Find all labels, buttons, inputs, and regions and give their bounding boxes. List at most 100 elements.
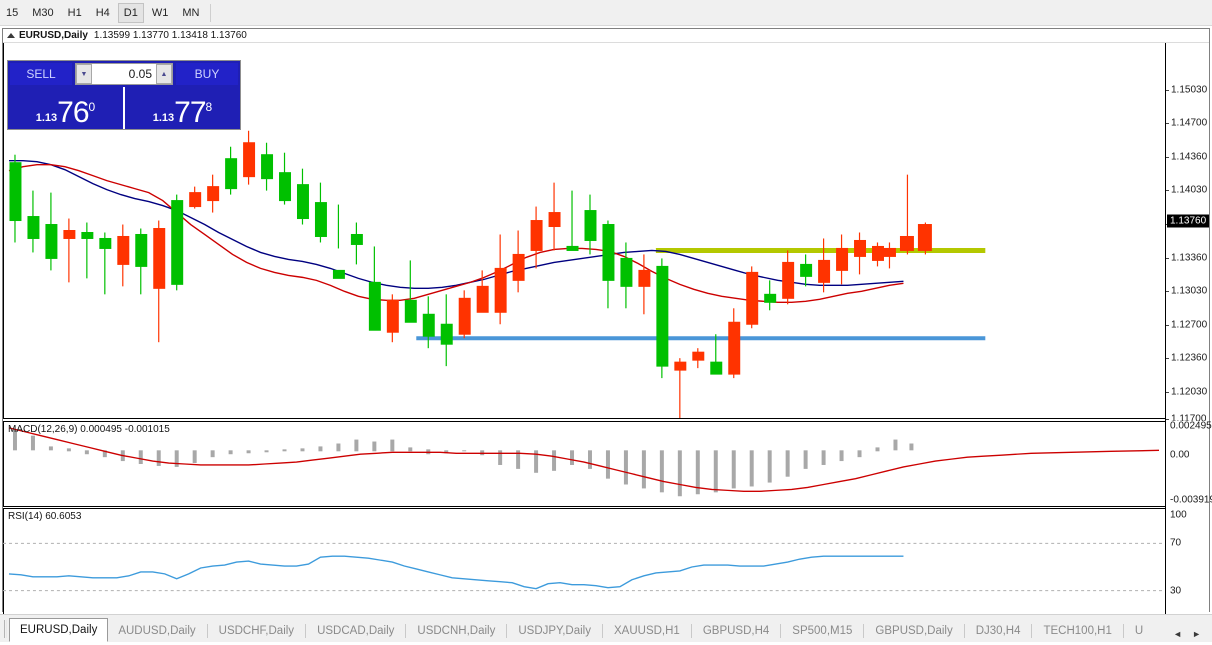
macd-pane[interactable]: MACD(12,26,9) 0.000495 -0.001015	[3, 421, 1165, 507]
candle	[899, 174, 914, 255]
price-label-10: 1.12030	[1171, 386, 1208, 398]
tab-tech100-h1[interactable]: TECH100,H1	[1043, 625, 1112, 637]
candle	[548, 182, 561, 251]
rsi-pane-border	[3, 509, 1165, 625]
price-label-6: 1.13360	[1171, 252, 1208, 264]
candle	[99, 232, 112, 295]
candle	[602, 220, 615, 309]
tab-sp500-m15[interactable]: SP500,M15	[792, 625, 853, 637]
candle	[225, 146, 238, 195]
chart-tab-bar: EURUSD,Daily AUDUSD,Daily USDCHF,Daily U…	[0, 614, 1212, 642]
rsi-pane[interactable]: RSI(14) 60.6053	[3, 508, 1165, 626]
tab-usdcnh-daily[interactable]: USDCNH,Daily	[417, 625, 496, 637]
candle	[710, 334, 723, 375]
candle	[440, 294, 453, 367]
tab-usdjpy-daily[interactable]: USDJPY,Daily	[518, 625, 591, 637]
tab-scroll-right-icon[interactable]: ►	[1192, 629, 1201, 639]
toolbar-separator	[210, 3, 212, 22]
chart-canvas-window[interactable]: EURUSD,Daily 1.13599 1.13770 1.13418 1.1…	[2, 28, 1212, 645]
volume-field[interactable]: ▼ 0.05 ▲	[75, 63, 173, 85]
tab-divider	[1031, 624, 1033, 638]
sell-price[interactable]: 1.13 76 0	[8, 87, 123, 129]
tab-xauusd-h1[interactable]: XAUUSD,H1	[614, 625, 680, 637]
candle	[872, 242, 884, 267]
timeframe-button-m30[interactable]: M30	[32, 6, 54, 19]
timeframe-button-w1[interactable]: W1	[151, 6, 169, 19]
candle	[818, 238, 831, 293]
buy-button[interactable]: BUY	[176, 63, 238, 85]
sell-price-point: 0	[88, 100, 96, 114]
chart-symbol-label: EURUSD,Daily	[19, 30, 88, 41]
candle	[764, 280, 777, 311]
candle	[566, 190, 579, 251]
candle	[530, 206, 543, 269]
tab-divider	[690, 624, 692, 638]
candle	[279, 152, 292, 205]
candle	[81, 222, 94, 279]
rsi-scale-axis[interactable]: 100 70 30 0	[1165, 508, 1209, 626]
rsi-axis-label-100: 100	[1170, 509, 1187, 521]
tab-scroll-left-icon[interactable]: ◄	[1173, 629, 1183, 639]
timeframe-button-h1[interactable]: H1	[67, 6, 82, 19]
tab-usdcad-daily[interactable]: USDCAD,Daily	[317, 625, 395, 637]
rsi-axis-label-70: 70	[1170, 537, 1182, 549]
macd-axis-label-zero: 0.00	[1170, 449, 1190, 461]
timeframe-button-mn[interactable]: MN	[182, 6, 200, 19]
macd-histogram	[12, 429, 914, 497]
tab-gbpusd-daily[interactable]: GBPUSD,Daily	[875, 625, 953, 637]
macd-indicator-label: MACD(12,26,9) 0.000495 -0.001015	[8, 424, 170, 435]
price-label-9: 1.12360	[1171, 352, 1208, 364]
timeframe-button-d1[interactable]: D1	[117, 2, 144, 23]
rsi-plot	[3, 542, 1165, 592]
one-click-trading-panel[interactable]: SELL ▼ 0.05 ▲ BUY 1.13 76 0 1.13	[7, 60, 241, 130]
tab-divider	[506, 624, 508, 638]
candle	[314, 182, 327, 243]
candle	[404, 260, 417, 323]
chart-ohlc-quotes: 1.13599 1.13770 1.13418 1.13760	[93, 30, 247, 41]
price-label-7: 1.13030	[1171, 285, 1208, 297]
macd-axis-label-max: 0.002495	[1170, 420, 1212, 432]
buy-price-main: 77	[174, 96, 206, 129]
tab-audusd-daily[interactable]: AUDUSD,Daily	[118, 625, 196, 637]
volume-increase-button[interactable]: ▲	[156, 64, 172, 84]
timeframe-button-h4[interactable]: H4	[95, 6, 110, 19]
candle	[881, 242, 896, 269]
candle	[917, 222, 932, 255]
candlestick-plot	[8, 130, 986, 418]
tab-gbpusd-h4[interactable]: GBPUSD,H4	[702, 625, 770, 637]
price-label-4: 1.14030	[1171, 184, 1208, 196]
candle	[350, 222, 363, 265]
candle	[45, 192, 58, 271]
collapse-triangle-icon[interactable]	[7, 33, 15, 38]
tab-usdchf-daily[interactable]: USDCHF,Daily	[218, 625, 295, 637]
candle	[135, 228, 148, 295]
candle	[386, 294, 399, 343]
rsi-indicator-label: RSI(14) 60.6053	[8, 511, 82, 522]
candle	[854, 232, 867, 275]
tab-eurusd-daily[interactable]: EURUSD,Daily	[9, 618, 109, 642]
volume-value[interactable]: 0.05	[128, 67, 152, 81]
price-label-11: 1.11700	[1171, 413, 1207, 425]
candle	[746, 266, 759, 329]
candle	[458, 290, 471, 339]
macd-scale-axis[interactable]: 0.002495 0.00 -0.003919	[1165, 420, 1212, 507]
macd-plot	[8, 427, 1160, 497]
candle	[584, 194, 597, 255]
candle	[368, 246, 381, 331]
macd-signal-line	[8, 427, 1160, 493]
candle	[117, 224, 130, 287]
candle	[674, 358, 687, 418]
candle	[512, 230, 525, 293]
candle	[836, 234, 849, 285]
candle	[296, 168, 309, 225]
sell-button[interactable]: SELL	[10, 63, 72, 85]
tab-truncated[interactable]: U	[1134, 625, 1144, 637]
tab-bar-grip[interactable]	[4, 620, 7, 638]
buy-price[interactable]: 1.13 77 8	[123, 87, 240, 129]
timeframe-button-m15[interactable]: 15	[6, 6, 19, 19]
tab-divider	[602, 624, 603, 638]
volume-decrease-button[interactable]: ▼	[76, 64, 92, 84]
price-pane[interactable]: SELL ▼ 0.05 ▲ BUY 1.13 76 0 1.13	[3, 43, 1165, 419]
tab-dj30-h4[interactable]: DJ30,H4	[975, 625, 1021, 637]
